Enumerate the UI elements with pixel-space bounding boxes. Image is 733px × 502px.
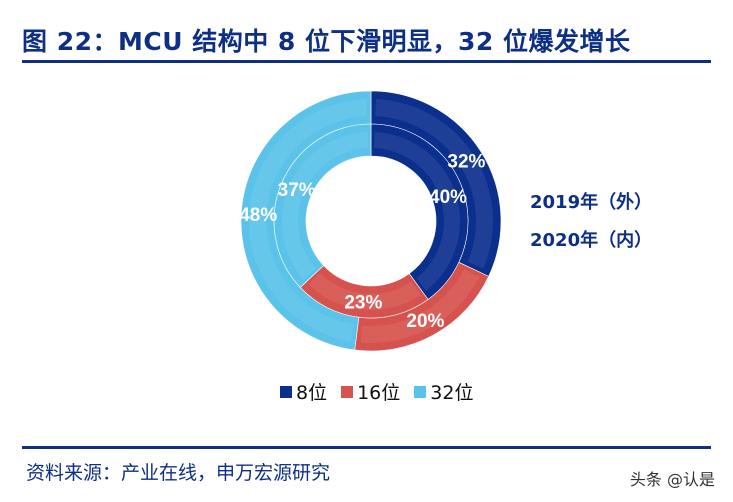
source-divider xyxy=(22,446,711,449)
outer-ring-slice-0-highlight xyxy=(375,99,493,269)
outer-ring-slice-2-highlight xyxy=(249,99,367,342)
inner-ring-slice-0 xyxy=(370,123,469,300)
ring-label-outer: 2019年（外） xyxy=(530,192,653,213)
ring-label-inner: 2020年（内） xyxy=(530,230,653,251)
legend-label: 8位 xyxy=(296,382,328,404)
figure-title: 图 22：MCU 结构中 8 位下滑明显，32 位爆发增长 xyxy=(22,27,631,56)
legend-item-8bit: 8位 xyxy=(280,378,327,405)
legend-label: 16位 xyxy=(357,382,401,404)
outer-data-label-1: 20% xyxy=(406,311,444,332)
inner-ring-slice-2-highlight xyxy=(282,132,369,280)
inner-ring-slice-1-highlight xyxy=(308,273,421,310)
title-divider xyxy=(22,60,711,63)
inner-data-label-1: 23% xyxy=(344,293,382,314)
legend: 8位 16位 32位 xyxy=(280,378,473,405)
inner-ring-slice-0-highlight xyxy=(373,132,460,291)
legend-swatch xyxy=(414,385,427,398)
watermark: 头条 @认是 xyxy=(629,470,715,489)
legend-item-32bit: 32位 xyxy=(414,378,473,405)
legend-swatch xyxy=(341,385,354,398)
inner-data-label-0: 40% xyxy=(429,187,467,208)
donut-chart: 32% 20% 48% 40% 23% 37% xyxy=(239,90,502,352)
legend-label: 32位 xyxy=(430,382,474,404)
outer-ring-slice-1-highlight xyxy=(360,269,480,343)
legend-swatch xyxy=(280,385,292,398)
outer-data-label-2: 48% xyxy=(239,205,277,226)
source-note: 资料来源：产业在线，申万宏源研究 xyxy=(26,462,331,484)
inner-ring-slice-2 xyxy=(273,123,372,288)
inner-data-label-2: 37% xyxy=(278,180,316,201)
legend-item-16bit: 16位 xyxy=(341,378,400,405)
outer-data-label-0: 32% xyxy=(447,151,485,172)
